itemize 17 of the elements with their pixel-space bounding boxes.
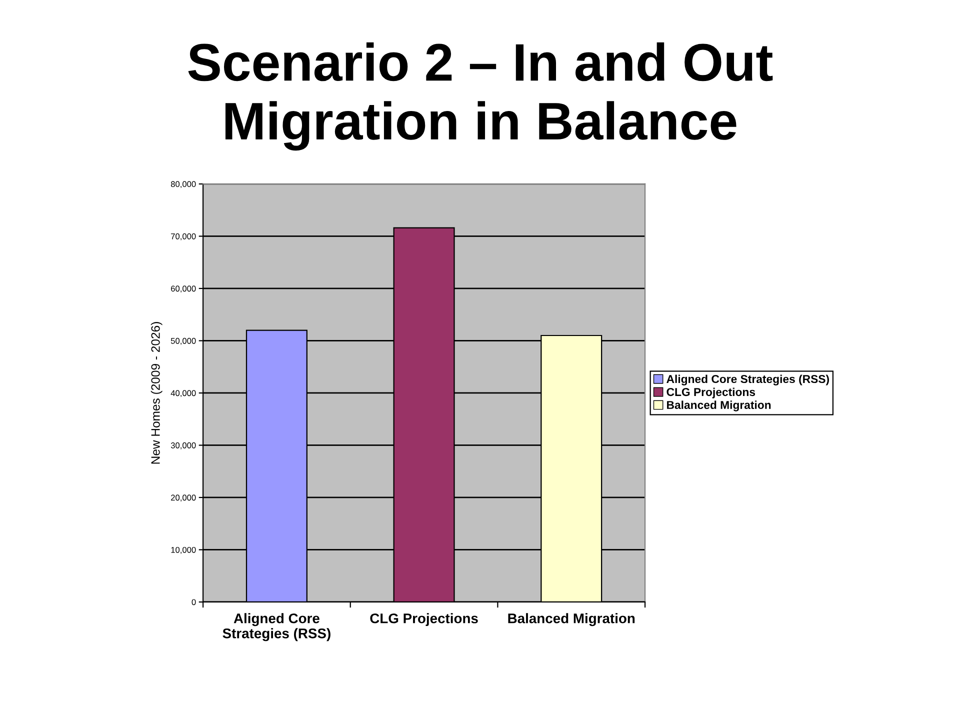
legend-label: CLG Projections: [666, 388, 756, 398]
y-axis-title: New Homes (2009 - 2026): [150, 322, 162, 464]
legend-label: Aligned Core Strategies (RSS): [666, 374, 829, 386]
y-tick-label: 70,000: [171, 233, 196, 240]
y-tick-label: 30,000: [170, 442, 196, 450]
y-tick-label: 10,000: [171, 546, 196, 554]
legend-label: Balanced Migration: [667, 400, 771, 412]
y-tick-label: 40,000: [170, 390, 196, 398]
x-tick-label: Aligned Core Strategies (RSS): [222, 613, 330, 642]
y-tick-label: 60,000: [171, 286, 196, 293]
y-tick-label: 20,000: [171, 494, 196, 502]
y-tick-label: 0: [192, 599, 196, 606]
x-tick-label: Balanced Migration: [508, 613, 635, 626]
chart-title: Scenario 2 – In and Out Migration in Balance: [188, 42, 773, 151]
x-tick-label: CLG Projections: [370, 613, 478, 626]
y-tick-label: 80,000: [170, 181, 196, 188]
y-tick-label: 50,000: [170, 338, 196, 345]
